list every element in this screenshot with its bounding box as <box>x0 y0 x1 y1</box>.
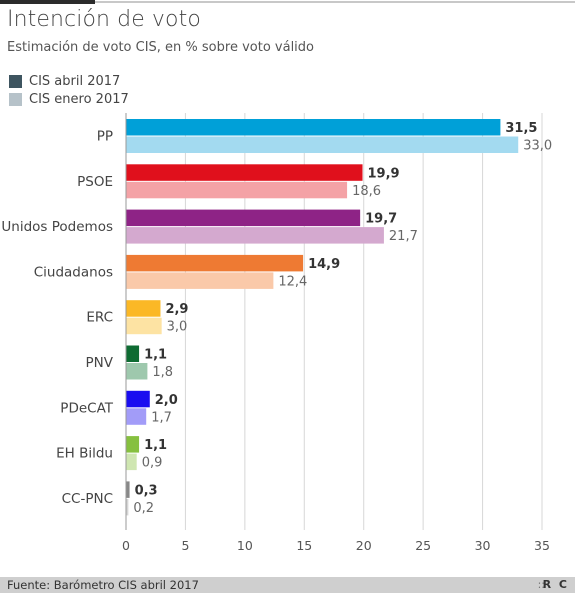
x-tick-label: 35 <box>534 538 550 553</box>
legend-item-abril: CIS abril 2017 <box>9 72 129 90</box>
bar <box>126 390 150 408</box>
bar <box>126 119 501 136</box>
bar <box>126 136 519 153</box>
bar <box>126 164 363 181</box>
header-rule <box>0 0 575 4</box>
data-label: 14,9 <box>308 257 340 272</box>
data-label: 18,6 <box>352 184 381 199</box>
x-tick-label: 5 <box>181 538 189 553</box>
data-label: 1,8 <box>152 365 173 380</box>
category-label: PNV <box>86 355 114 371</box>
category-label: Ciudadanos <box>34 264 113 280</box>
data-label: 3,0 <box>167 320 188 335</box>
category-label: Unidos Podemos <box>1 219 113 235</box>
header-rule-accent <box>0 0 95 4</box>
x-tick-label: 0 <box>122 538 130 553</box>
data-label: 1,1 <box>144 438 167 453</box>
x-tick-label: 30 <box>475 538 491 553</box>
legend-label-enero: CIS enero 2017 <box>29 91 129 107</box>
bar <box>126 345 140 362</box>
data-label: 0,2 <box>133 501 154 516</box>
chart-title: Intención de voto <box>7 7 201 32</box>
data-label: 2,9 <box>165 302 188 317</box>
header-rule-line <box>95 1 575 3</box>
bar <box>126 436 140 453</box>
category-label: PSOE <box>77 174 113 190</box>
bar <box>126 363 148 380</box>
bar <box>126 317 162 335</box>
bar <box>126 209 361 227</box>
bar <box>126 227 384 244</box>
bar <box>126 453 137 471</box>
bar <box>126 300 161 317</box>
bar <box>126 408 147 425</box>
publisher-logo: R C <box>542 578 569 591</box>
category-label: PP <box>97 129 113 145</box>
x-tick-label: 15 <box>296 538 312 553</box>
footer-bar: Fuente: Barómetro CIS abril 2017 :: R C <box>0 577 575 593</box>
chart-legend: CIS abril 2017 CIS enero 2017 <box>9 72 129 108</box>
data-label: 0,3 <box>135 483 158 498</box>
data-label: 33,0 <box>523 139 552 154</box>
bar-chart: 0 5 10 15 20 25 30 35 PP 31,5 33,0 PSOE 19,9 18,6 Unid… <box>1 113 552 553</box>
x-tick-label: 10 <box>237 538 253 553</box>
legend-swatch-enero <box>9 92 22 106</box>
logo-dots: :: <box>537 578 545 591</box>
legend-label-abril: CIS abril 2017 <box>29 73 121 89</box>
bar <box>126 272 274 289</box>
data-label: 21,7 <box>389 229 418 244</box>
data-label: 0,9 <box>142 456 163 471</box>
category-label: CC-PNC <box>62 491 113 507</box>
bar <box>126 498 129 516</box>
category-label: EH Bildu <box>56 446 113 462</box>
data-label: 1,1 <box>144 348 167 363</box>
x-tick-label: 25 <box>415 538 431 553</box>
source-note: Fuente: Barómetro CIS abril 2017 <box>7 578 199 592</box>
legend-item-enero: CIS enero 2017 <box>9 90 129 108</box>
category-label: ERC <box>86 310 113 326</box>
data-label: 19,7 <box>365 212 397 227</box>
bar <box>126 181 348 199</box>
category-label: PDeCAT <box>60 400 113 416</box>
data-label: 19,9 <box>368 166 400 181</box>
bar <box>126 481 130 498</box>
chart-subtitle: Estimación de voto CIS, en % sobre voto … <box>7 40 314 55</box>
data-label: 12,4 <box>278 274 307 289</box>
legend-swatch-abril <box>9 74 22 88</box>
x-tick-label: 20 <box>356 538 372 553</box>
bar <box>126 254 304 272</box>
data-label: 2,0 <box>155 393 178 408</box>
data-label: 31,5 <box>505 121 537 136</box>
data-label: 1,7 <box>151 410 172 425</box>
